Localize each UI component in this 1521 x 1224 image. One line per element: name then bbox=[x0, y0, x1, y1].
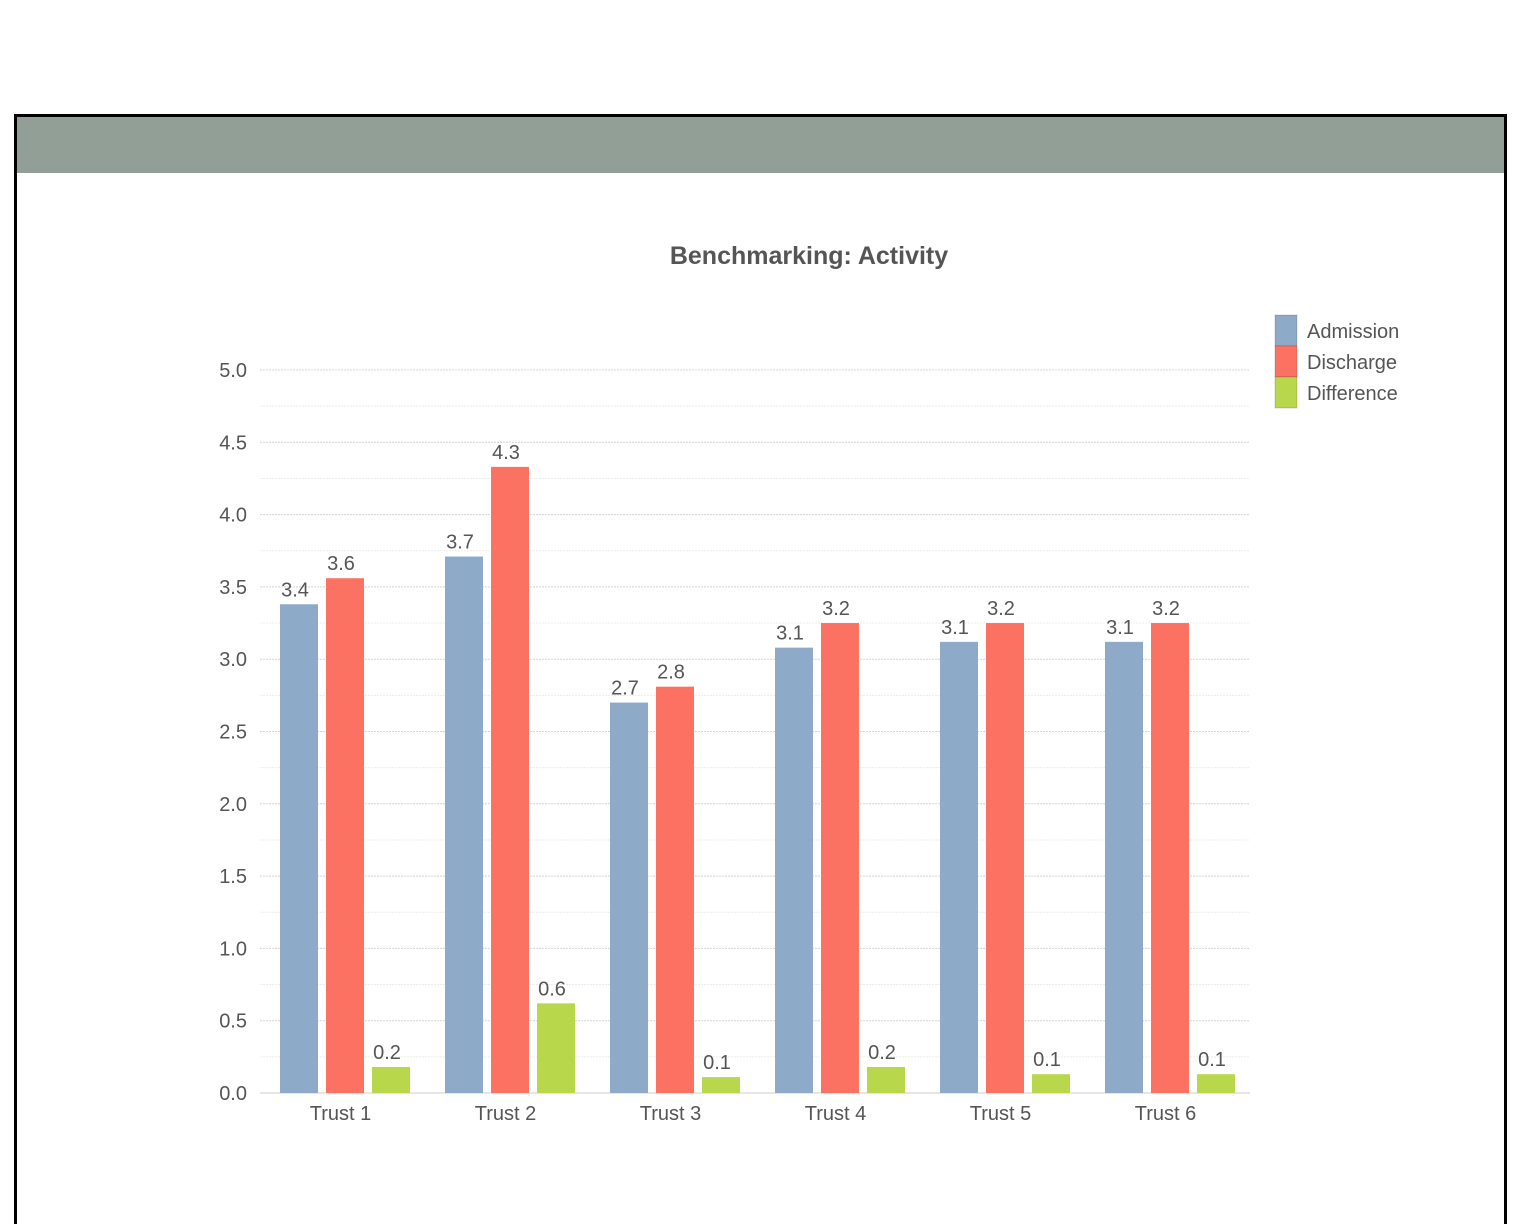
bar-discharge-6 bbox=[1151, 623, 1189, 1093]
y-tick-label: 2.0 bbox=[219, 794, 247, 816]
data-label: 0.1 bbox=[1033, 1049, 1061, 1071]
bar-admission-4 bbox=[775, 647, 813, 1093]
bar-discharge-3 bbox=[656, 686, 694, 1093]
x-tick-label: Trust 3 bbox=[640, 1103, 702, 1125]
y-tick-label: 0.5 bbox=[219, 1011, 247, 1033]
legend-swatch-discharge bbox=[1274, 345, 1298, 378]
legend-label-discharge: Discharge bbox=[1307, 352, 1397, 374]
y-tick-label: 1.0 bbox=[219, 938, 247, 960]
data-label: 3.1 bbox=[1106, 617, 1134, 639]
data-label: 3.6 bbox=[327, 553, 355, 575]
data-label: 3.2 bbox=[822, 598, 850, 620]
bar-difference-5 bbox=[1032, 1074, 1070, 1093]
y-tick-label: 0.0 bbox=[219, 1083, 247, 1105]
grid-lines bbox=[260, 369, 1250, 1094]
y-tick-label: 3.5 bbox=[219, 577, 247, 599]
x-tick-label: Trust 4 bbox=[805, 1103, 867, 1125]
bar-admission-3 bbox=[610, 702, 648, 1093]
bar-difference-4 bbox=[867, 1066, 905, 1093]
data-label: 2.7 bbox=[611, 678, 639, 700]
bar-difference-2 bbox=[537, 1003, 575, 1093]
y-tick-label: 3.0 bbox=[219, 649, 247, 671]
data-label: 0.6 bbox=[538, 978, 566, 1000]
y-tick-label: 2.5 bbox=[219, 722, 247, 744]
bar-discharge-5 bbox=[986, 623, 1024, 1093]
x-axis-ticks: Trust 1 Trust 2 Trust 3 Trust 4 Trust 5 Trust… bbox=[310, 1103, 1197, 1125]
legend-swatch-difference bbox=[1274, 376, 1298, 409]
data-label: 3.1 bbox=[776, 623, 804, 645]
bar-admission-6 bbox=[1105, 641, 1143, 1093]
legend: Admission Discharge Difference bbox=[1274, 314, 1399, 409]
bar-admission-2 bbox=[445, 556, 483, 1093]
x-tick-label: Trust 2 bbox=[475, 1103, 537, 1125]
data-label: 4.3 bbox=[492, 442, 520, 464]
y-tick-label: 1.5 bbox=[219, 866, 247, 888]
x-tick-label: Trust 5 bbox=[970, 1103, 1032, 1125]
bar-discharge-2 bbox=[491, 466, 529, 1094]
bars bbox=[280, 466, 1235, 1094]
x-tick-label: Trust 1 bbox=[310, 1103, 372, 1125]
bar-discharge-1 bbox=[326, 578, 364, 1093]
bar-discharge-4 bbox=[821, 623, 859, 1093]
legend-label-admission: Admission bbox=[1307, 321, 1399, 343]
data-label: 3.4 bbox=[281, 579, 309, 601]
data-label: 0.1 bbox=[1198, 1049, 1226, 1071]
bar-difference-6 bbox=[1197, 1074, 1235, 1093]
panel-header-bar bbox=[17, 117, 1504, 173]
data-label: 0.2 bbox=[868, 1042, 896, 1064]
legend-label-difference: Difference bbox=[1307, 383, 1398, 405]
data-labels: 3.4 3.6 0.2 3.7 4.3 0.6 2.7 2.8 0.1 3.1 3.2 0.2 3.1 3… bbox=[281, 442, 1226, 1074]
legend-swatch-admission bbox=[1274, 314, 1298, 347]
data-label: 2.8 bbox=[657, 662, 685, 684]
bar-difference-1 bbox=[372, 1066, 410, 1093]
y-tick-label: 4.0 bbox=[219, 505, 247, 527]
bar-difference-3 bbox=[702, 1077, 740, 1093]
bar-admission-1 bbox=[280, 604, 318, 1093]
data-label: 3.2 bbox=[1152, 598, 1180, 620]
y-tick-label: 5.0 bbox=[219, 360, 247, 382]
chart-title: Benchmarking: Activity bbox=[670, 242, 948, 270]
data-label: 3.7 bbox=[446, 532, 474, 554]
data-label: 3.2 bbox=[987, 598, 1015, 620]
bar-admission-5 bbox=[940, 641, 978, 1093]
y-axis-ticks: 0.0 0.5 1.0 1.5 2.0 2.5 3.0 3.5 4.0 4.5 5.0 bbox=[219, 360, 247, 1105]
data-label: 3.1 bbox=[941, 617, 969, 639]
y-tick-label: 4.5 bbox=[219, 432, 247, 454]
data-label: 0.2 bbox=[373, 1042, 401, 1064]
chart-panel bbox=[14, 114, 1507, 1224]
data-label: 0.1 bbox=[703, 1052, 731, 1074]
x-tick-label: Trust 6 bbox=[1135, 1103, 1197, 1125]
